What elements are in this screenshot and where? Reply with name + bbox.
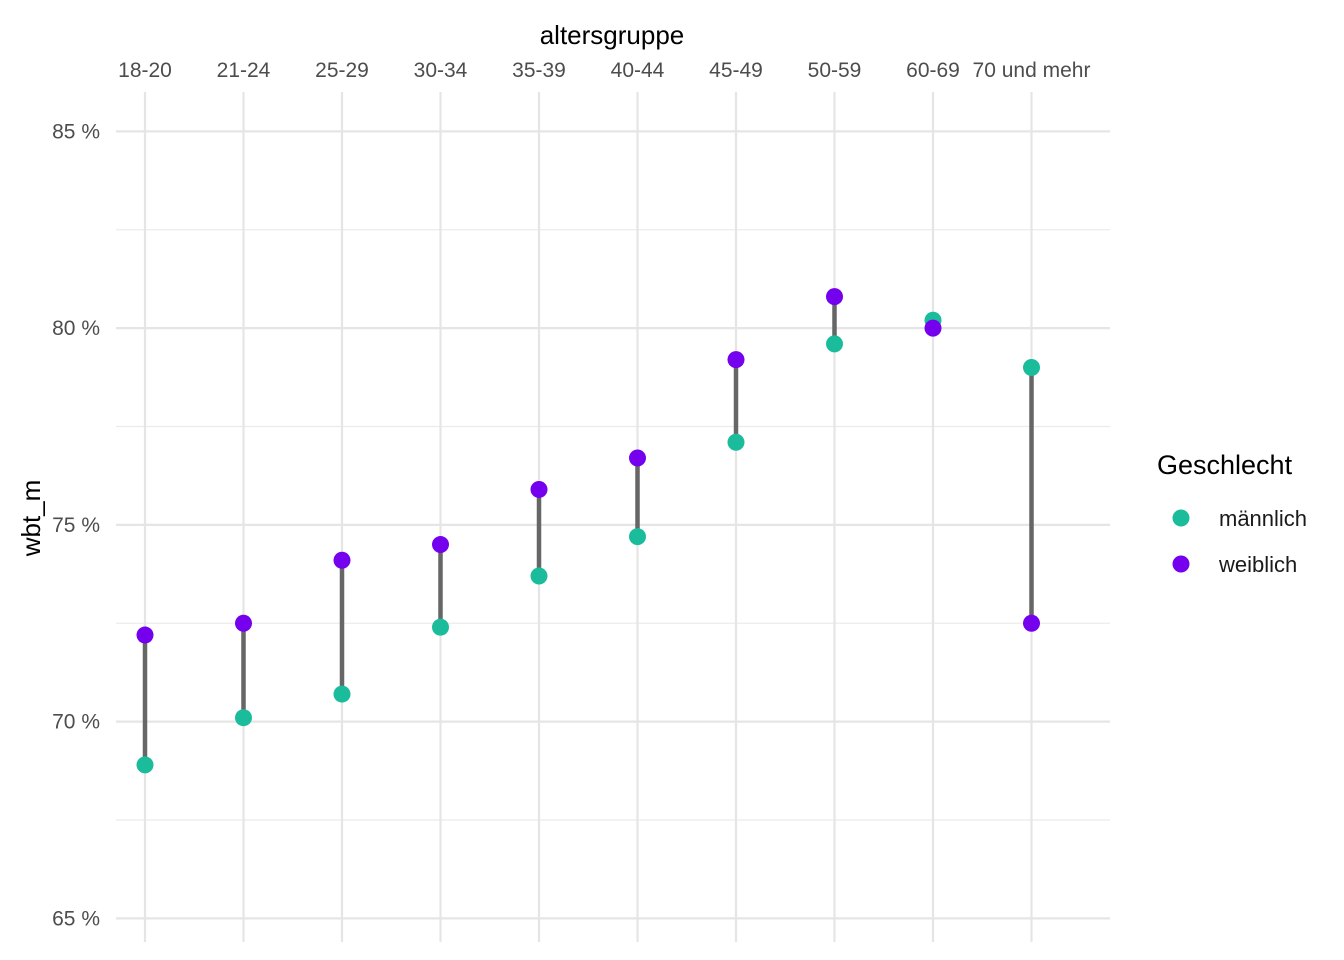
point-weiblich — [235, 614, 252, 632]
point-maennlich — [235, 709, 252, 727]
x-tick-label: 30-34 — [414, 59, 468, 82]
point-weiblich — [333, 551, 351, 569]
x-tick-label: 35-39 — [512, 59, 566, 82]
x-tick-label: 18-20 — [118, 59, 172, 82]
y-axis-ticks: 65 % 70 % 75 % 80 % 85 % — [52, 120, 100, 930]
x-tick-label: 21-24 — [217, 59, 271, 82]
y-tick-label: 80 % — [52, 317, 100, 340]
x-tick-label: 40-44 — [611, 59, 665, 82]
x-tick-label: 70 und mehr — [973, 59, 1091, 82]
point-maennlich — [136, 756, 154, 774]
point-weiblich — [530, 480, 548, 498]
legend: Geschlecht männlich weiblich — [1157, 450, 1307, 577]
legend-items: männlich weiblich — [1172, 506, 1307, 577]
legend-key-weiblich — [1172, 555, 1190, 573]
point-weiblich — [826, 288, 843, 306]
point-maennlich — [727, 433, 745, 451]
legend-label-weiblich: weiblich — [1218, 552, 1297, 577]
point-maennlich — [333, 685, 351, 703]
point-weiblich — [727, 351, 745, 369]
point-weiblich — [432, 536, 449, 554]
point-weiblich — [629, 449, 646, 467]
x-axis-title: altersgruppe — [540, 20, 685, 50]
x-tick-label: 60-69 — [906, 59, 960, 82]
legend-label-maennlich: männlich — [1219, 506, 1307, 531]
data-points — [136, 288, 1040, 774]
point-maennlich — [1023, 358, 1040, 376]
legend-key-maennlich — [1172, 509, 1190, 527]
y-tick-label: 75 % — [52, 514, 100, 537]
y-tick-label: 65 % — [52, 907, 100, 930]
point-maennlich — [826, 335, 843, 353]
y-axis-title: wbt_m — [16, 480, 46, 558]
legend-title: Geschlecht — [1157, 450, 1293, 480]
point-maennlich — [432, 618, 449, 636]
point-maennlich — [629, 528, 646, 546]
x-tick-label: 25-29 — [315, 59, 369, 82]
point-weiblich — [136, 626, 154, 644]
point-weiblich — [924, 319, 942, 337]
point-weiblich — [1023, 614, 1040, 632]
y-tick-label: 70 % — [52, 711, 100, 734]
x-axis-ticks: 18-20 21-24 25-29 30-34 35-39 40-44 45-49 50-59… — [118, 59, 1090, 82]
x-tick-label: 50-59 — [808, 59, 862, 82]
point-maennlich — [530, 567, 548, 585]
x-tick-label: 45-49 — [709, 59, 763, 82]
y-tick-label: 85 % — [52, 120, 100, 143]
